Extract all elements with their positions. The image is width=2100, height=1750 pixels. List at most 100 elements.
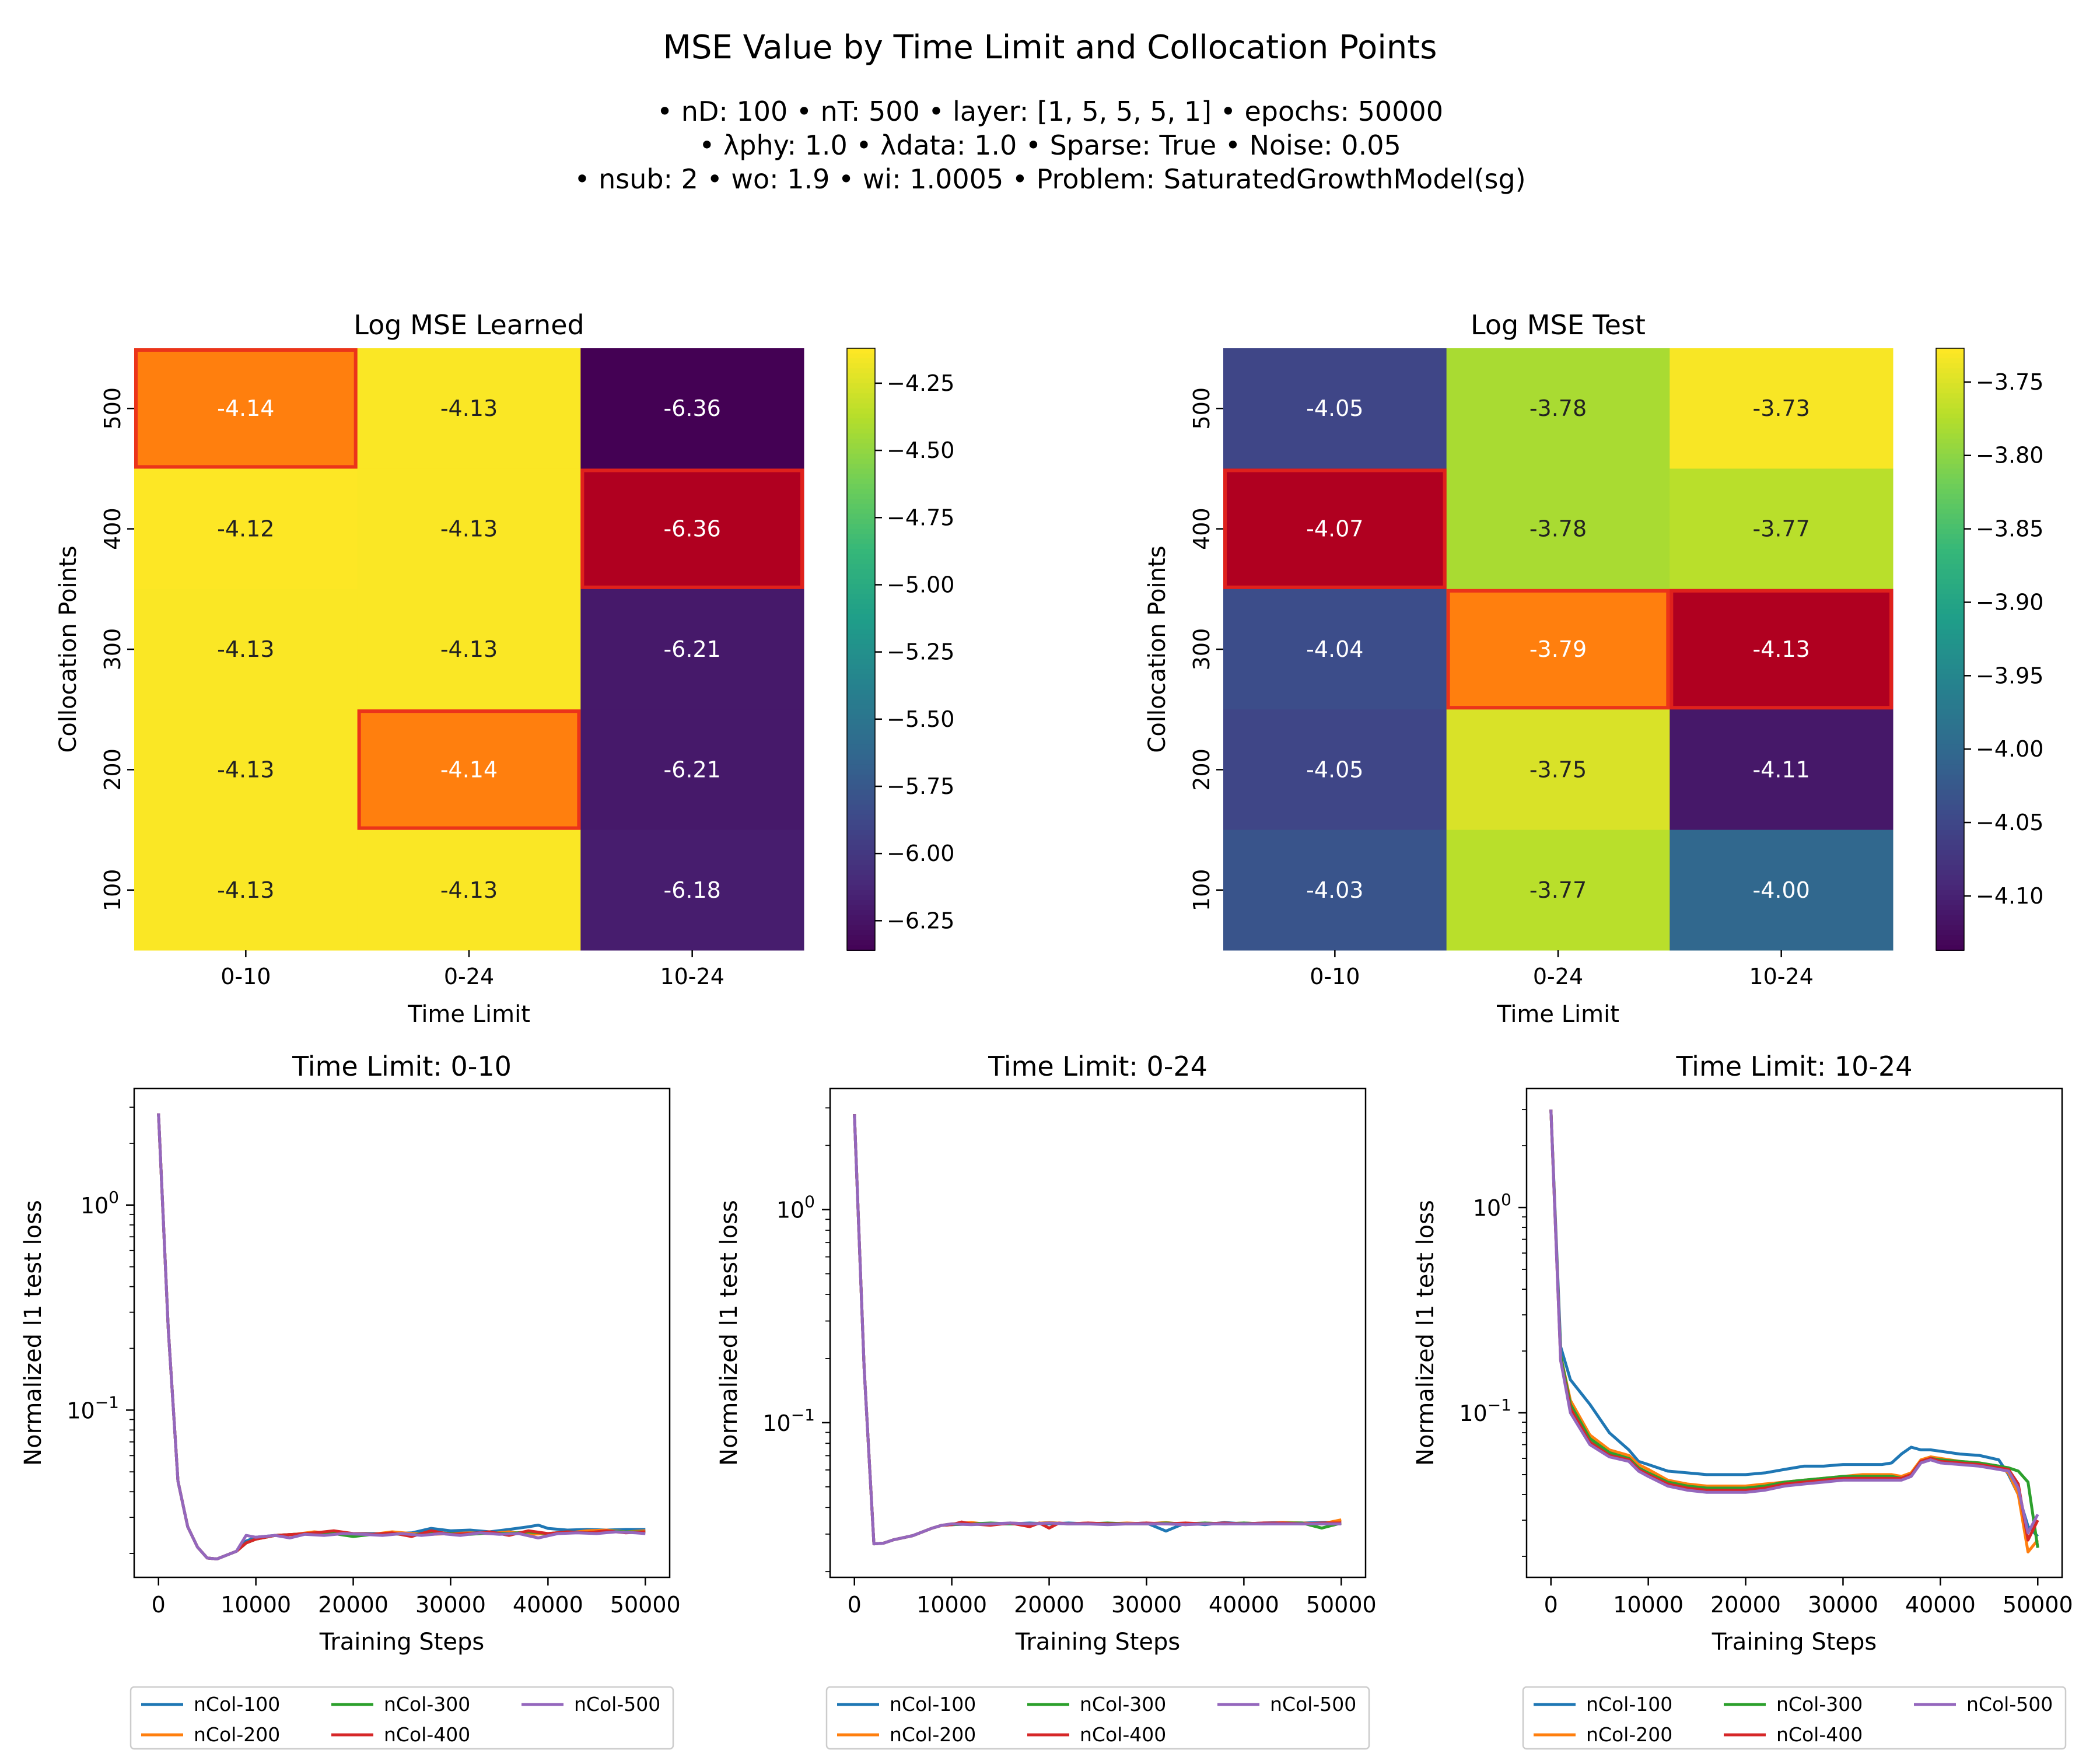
legend: nCol-100 nCol-200 nCol-300 nCol-400 nCol-500 xyxy=(825,1686,1370,1750)
colorbar-band xyxy=(847,438,875,444)
y-tick-label: 100 xyxy=(80,1188,119,1219)
colorbar-band xyxy=(847,484,875,489)
colorbar-tick-label: −4.00 xyxy=(1976,736,2043,762)
colorbar-band xyxy=(1936,418,1964,424)
colorbar-band xyxy=(847,644,875,650)
colorbar-band xyxy=(1936,850,1964,856)
heatmap-cell xyxy=(1446,348,1670,469)
colorbar-band xyxy=(1936,549,1964,555)
colorbar-band xyxy=(847,674,875,680)
legend-label: nCol-200 xyxy=(890,1723,976,1746)
colorbar-tick-label: −5.25 xyxy=(887,639,954,665)
colorbar-band xyxy=(1936,825,1964,831)
colorbar-band xyxy=(847,358,875,364)
colorbar-band xyxy=(847,569,875,575)
heatmap-cell xyxy=(1446,468,1670,590)
series-line-nCol-200 xyxy=(157,1113,646,1560)
colorbar-tick-label: −3.75 xyxy=(1976,369,2043,395)
colorbar-band xyxy=(1936,875,1964,881)
colorbar-band xyxy=(1936,433,1964,439)
x-axis-label: Training Steps xyxy=(1712,1629,1877,1656)
colorbar-band xyxy=(1936,729,1964,736)
heatmap-cell-label: -4.13 xyxy=(1753,636,1810,662)
colorbar-band xyxy=(1936,503,1964,510)
x-tick-label: 0 xyxy=(1544,1592,1558,1618)
colorbar-band xyxy=(847,559,875,565)
colorbar-band xyxy=(847,499,875,505)
colorbar-band xyxy=(847,719,875,725)
series-line-nCol-100 xyxy=(853,1114,1342,1546)
heatmap-cell xyxy=(134,589,358,710)
colorbar-band xyxy=(1936,880,1964,886)
heatmap-cell xyxy=(1446,589,1670,710)
colorbar-band xyxy=(847,353,875,359)
legend-frame xyxy=(1522,1686,2067,1750)
plot-frame xyxy=(133,1087,671,1578)
legend-label: nCol-400 xyxy=(1080,1723,1166,1746)
colorbar-band xyxy=(847,689,875,695)
colorbar-band xyxy=(847,935,875,941)
colorbar-tick-label: −3.85 xyxy=(1976,516,2043,542)
legend-label: nCol-100 xyxy=(1586,1693,1672,1716)
heatmap-cell-label: -4.00 xyxy=(1753,877,1810,903)
legend-label: nCol-300 xyxy=(1080,1693,1166,1716)
colorbar-band xyxy=(847,604,875,610)
colorbar-band xyxy=(1936,403,1964,410)
colorbar-tick-label: −3.95 xyxy=(1976,663,2043,688)
colorbar-band xyxy=(847,413,875,419)
colorbar-band xyxy=(1936,905,1964,911)
colorbar-band xyxy=(1936,775,1964,780)
colorbar-band xyxy=(1936,528,1964,535)
colorbar-band xyxy=(847,820,875,825)
colorbar-band xyxy=(847,388,875,394)
heatmap-cell xyxy=(1223,589,1447,710)
colorbar-band xyxy=(1936,459,1964,464)
heatmap-cell-label: -4.14 xyxy=(217,396,274,421)
colorbar-band xyxy=(847,835,875,841)
colorbar-band xyxy=(1936,559,1964,565)
colorbar-band xyxy=(1936,438,1964,444)
colorbar-band xyxy=(847,915,875,921)
highlight-border xyxy=(357,709,581,830)
colorbar-band xyxy=(1936,945,1964,951)
colorbar-band xyxy=(847,463,875,470)
y-tick-label: 10−1 xyxy=(66,1392,119,1423)
heatmap-cell-label: -6.18 xyxy=(664,877,721,903)
colorbar-band xyxy=(847,839,875,846)
colorbar-tick-label: −5.75 xyxy=(887,774,954,799)
heatmap-cell xyxy=(1223,348,1447,469)
colorbar-band xyxy=(1936,634,1964,640)
heatmap-cell-label: -3.77 xyxy=(1530,877,1587,903)
heatmap-cell xyxy=(580,709,804,831)
x-tick-label: 0 xyxy=(848,1592,862,1618)
colorbar-band xyxy=(1936,769,1964,775)
highlight-border xyxy=(1223,468,1447,589)
x-tick-label: 50000 xyxy=(1306,1592,1377,1618)
series-line-nCol-200 xyxy=(853,1114,1342,1546)
colorbar-band xyxy=(847,408,875,414)
colorbar-band xyxy=(847,694,875,700)
colorbar-band xyxy=(1936,449,1964,454)
x-tick-label: 10-24 xyxy=(660,964,724,989)
series-line-nCol-300 xyxy=(157,1113,646,1560)
colorbar-band xyxy=(847,363,875,369)
figure-header: MSE Value by Time Limit and Collocation … xyxy=(574,29,1525,195)
colorbar-band xyxy=(847,403,875,410)
y-axis-label: Normalized l1 test loss xyxy=(1412,1200,1439,1466)
colorbar-tick-label: −4.50 xyxy=(887,438,954,463)
y-tick-label: 500 xyxy=(100,387,125,430)
colorbar-band xyxy=(847,629,875,635)
heatmap-cell-label: -4.14 xyxy=(440,757,498,782)
highlight-border xyxy=(134,348,358,469)
heatmap-cell xyxy=(580,830,804,951)
colorbar-band xyxy=(1936,513,1964,520)
colorbar-band xyxy=(847,574,875,580)
colorbar-band xyxy=(847,579,875,585)
colorbar-band xyxy=(847,513,875,520)
colorbar-tick-label: −4.05 xyxy=(1976,810,2043,835)
colorbar-band xyxy=(1936,664,1964,670)
colorbar-band xyxy=(1936,684,1964,690)
colorbar-band xyxy=(1936,629,1964,635)
colorbar-tick-label: −4.75 xyxy=(887,505,954,530)
